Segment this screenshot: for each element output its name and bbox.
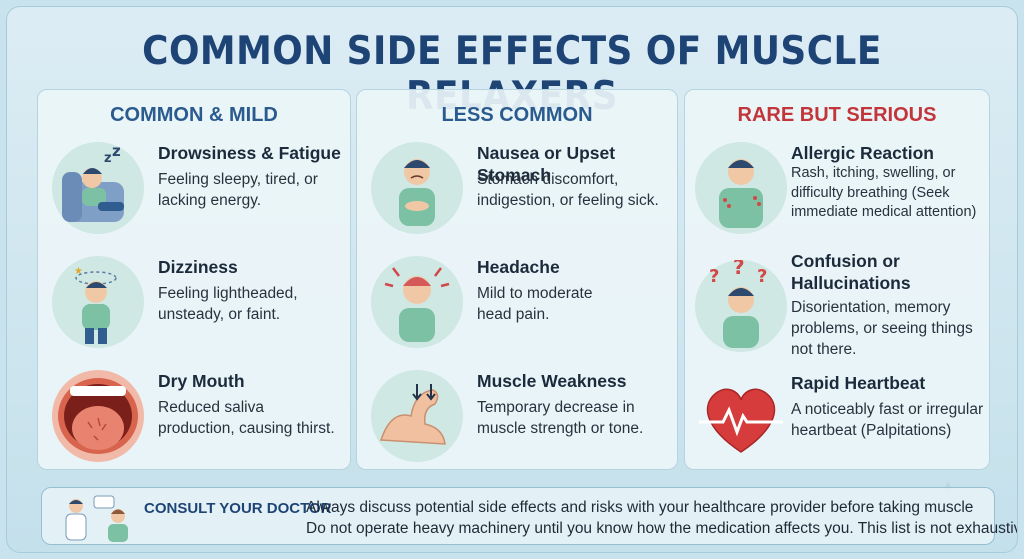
side-effect-description: Temporary decrease in muscle strength or… bbox=[477, 397, 672, 439]
side-effect-name: Muscle Weakness bbox=[477, 371, 627, 391]
side-effect-name: Allergic Reaction bbox=[791, 143, 934, 163]
rash-person-icon bbox=[695, 142, 787, 234]
side-effect-item: Rapid Heartbeat A noticeably fast or irr… bbox=[685, 372, 989, 472]
side-effect-name: Rapid Heartbeat bbox=[791, 373, 926, 393]
side-effect-description: Rash, itching, swelling, or difficulty b… bbox=[791, 164, 986, 223]
svg-text:★: ★ bbox=[74, 266, 83, 277]
column-heading: COMMON & MILD bbox=[110, 104, 278, 126]
name-line: Confusion or bbox=[791, 251, 900, 271]
column-heading: LESS COMMON bbox=[441, 104, 593, 126]
dizzy-person-icon: ★ bbox=[52, 256, 144, 348]
side-effect-item: Dry Mouth Reduced saliva production, cau… bbox=[38, 370, 350, 470]
consult-text-line: Always discuss potential side effects an… bbox=[306, 499, 974, 516]
side-effect-item: Headache Mild to moderate head pain. bbox=[357, 256, 677, 356]
infographic-frame: COMMON SIDE EFFECTS OF MUSCLE RELAXERS C… bbox=[6, 6, 1018, 553]
description-line: heartbeat (Palpitations) bbox=[791, 422, 952, 439]
svg-text:z: z bbox=[112, 142, 121, 160]
nauseous-person-icon bbox=[371, 142, 463, 234]
description-line: production, causing thirst. bbox=[158, 420, 335, 437]
side-effect-name: Nausea or Upset Stomach bbox=[477, 143, 616, 185]
column-rare-serious: RARE BUT SERIOUS Allergic Reaction Rash,… bbox=[684, 89, 990, 470]
side-effect-name: Confusion or Hallucinations bbox=[791, 250, 981, 294]
consult-text-line: Do not operate heavy machinery until you… bbox=[306, 520, 1018, 537]
side-effect-item: ★ Dizziness Feeling lightheaded, unstead… bbox=[38, 256, 350, 356]
consult-banner: CONSULT YOUR DOCTOR Always discuss poten… bbox=[41, 487, 1017, 545]
column-less-common: LESS COMMON Nausea or Upset Stomach Stom… bbox=[356, 89, 678, 470]
side-effect-description: Feeling lightheaded, unsteady, or faint. bbox=[158, 283, 353, 325]
side-effect-description: Mild to moderate head pain. bbox=[477, 283, 672, 325]
description-line: Rash, itching, swelling, or bbox=[791, 165, 956, 181]
consult-label: CONSULT YOUR DOCTOR bbox=[144, 500, 332, 517]
description-line: A noticeably fast or irregular bbox=[791, 401, 984, 418]
column-heading: RARE BUT SERIOUS bbox=[737, 104, 937, 126]
side-effect-item: ? ? ? Confusion or Hallucinations Disori… bbox=[685, 250, 989, 358]
side-effect-item: Muscle Weakness Temporary decrease in mu… bbox=[357, 370, 677, 470]
side-effect-description: Disorientation, memory problems, or seei… bbox=[791, 297, 986, 360]
description-line: unsteady, or faint. bbox=[158, 306, 281, 323]
description-line: Feeling lightheaded, bbox=[158, 285, 298, 302]
description-line: muscle strength or tone. bbox=[477, 420, 644, 437]
weak-arm-icon bbox=[371, 370, 463, 462]
side-effect-item: z z Drowsiness & Fatigue Feeling sleepy,… bbox=[38, 142, 350, 242]
side-effect-description: Reduced saliva production, causing thirs… bbox=[158, 397, 353, 439]
svg-text:?: ? bbox=[709, 266, 719, 287]
headache-person-icon bbox=[371, 256, 463, 348]
description-line: Feeling sleepy, tired, or bbox=[158, 171, 318, 188]
side-effect-name: Headache bbox=[477, 257, 560, 277]
heartbeat-icon bbox=[695, 372, 787, 464]
sleepy-person-icon: z z bbox=[52, 142, 144, 234]
svg-text:?: ? bbox=[757, 266, 767, 287]
confused-person-icon: ? ? ? bbox=[695, 260, 787, 352]
svg-text:z: z bbox=[104, 151, 112, 166]
name-line: Hallucinations bbox=[791, 273, 911, 293]
side-effect-description: Stomach discomfort, indigestion, or feel… bbox=[477, 169, 672, 211]
side-effect-description: Feeling sleepy, tired, or lacking energy… bbox=[158, 169, 353, 211]
side-effect-item: Nausea or Upset Stomach Stomach discomfo… bbox=[357, 142, 677, 242]
description-line: problems, or seeing things bbox=[791, 320, 973, 337]
svg-text:?: ? bbox=[733, 260, 745, 279]
side-effect-name: Drowsiness & Fatigue bbox=[158, 143, 341, 163]
open-mouth-icon bbox=[52, 370, 144, 462]
side-effect-name: Dizziness bbox=[158, 257, 238, 277]
description-line: Stomach discomfort, bbox=[477, 171, 619, 188]
description-line: lacking energy. bbox=[158, 192, 262, 209]
description-line: not there. bbox=[791, 341, 857, 358]
description-line: Mild to moderate bbox=[477, 285, 593, 302]
column-common-mild: COMMON & MILD z z Drowsiness & Fatigue F… bbox=[37, 89, 351, 470]
doctor-patient-icon bbox=[54, 492, 144, 542]
description-line: Temporary decrease in bbox=[477, 399, 635, 416]
description-line: Disorientation, memory bbox=[791, 299, 951, 316]
side-effect-name: Dry Mouth bbox=[158, 371, 245, 391]
description-line: Reduced saliva bbox=[158, 399, 264, 416]
side-effect-description: A noticeably fast or irregular heartbeat… bbox=[791, 399, 986, 441]
description-line: indigestion, or feeling sick. bbox=[477, 192, 659, 209]
side-effect-item: Allergic Reaction Rash, itching, swellin… bbox=[685, 142, 989, 242]
description-line: head pain. bbox=[477, 306, 550, 323]
description-line: difficulty breathing (Seek bbox=[791, 184, 950, 201]
description-line: immediate medical attention) bbox=[791, 204, 977, 220]
